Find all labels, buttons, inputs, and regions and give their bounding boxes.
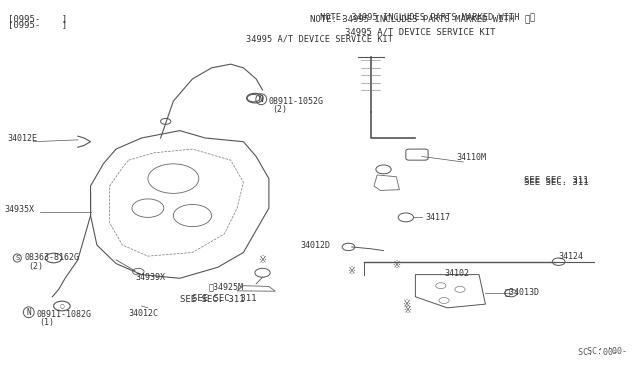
Text: 34012D: 34012D (301, 241, 331, 250)
Text: [0995-    ]: [0995- ] (8, 20, 67, 29)
Text: ○: ○ (60, 304, 64, 308)
Text: 34117: 34117 (425, 213, 450, 222)
Text: NOTE: 34995 INCLUDES PARTS MARKED WITH  ※: NOTE: 34995 INCLUDES PARTS MARKED WITH ※ (310, 14, 531, 23)
Text: SC: '00-: SC: '00- (578, 347, 618, 357)
Text: S: S (15, 255, 19, 261)
Text: 34102: 34102 (444, 269, 469, 278)
Text: SEE SEC. 311: SEE SEC. 311 (180, 295, 244, 304)
Text: (2): (2) (28, 262, 43, 270)
Text: 34012C: 34012C (129, 309, 159, 318)
Text: ※: ※ (402, 299, 410, 309)
Text: 34995 A/T DEVICE SERVICE KIT: 34995 A/T DEVICE SERVICE KIT (346, 28, 496, 37)
Text: 08911-1052G: 08911-1052G (269, 97, 324, 106)
Text: ※: ※ (348, 266, 356, 276)
Text: N: N (259, 95, 264, 104)
Text: 08911-1082G: 08911-1082G (36, 310, 92, 319)
Text: 34995 A/T DEVICE SERVICE KIT: 34995 A/T DEVICE SERVICE KIT (246, 35, 394, 44)
Text: 08363-8162G: 08363-8162G (25, 253, 80, 263)
Text: 34110M: 34110M (457, 153, 487, 162)
Text: SEE SEC. 311: SEE SEC. 311 (524, 178, 588, 187)
Text: (1): (1) (40, 318, 54, 327)
Text: ※: ※ (392, 260, 401, 270)
Text: ※34925M: ※34925M (209, 282, 243, 291)
Text: SEE SEC. 311: SEE SEC. 311 (193, 294, 257, 303)
Text: N: N (26, 308, 31, 317)
Text: SC: '00-: SC: '00- (588, 347, 627, 356)
Text: NOTE: 34995 INCLUDES PARTS MARKED WITH  ※: NOTE: 34995 INCLUDES PARTS MARKED WITH ※ (320, 13, 535, 22)
Text: ※: ※ (403, 305, 411, 315)
Text: (2): (2) (272, 105, 287, 114)
Text: 34939X: 34939X (135, 273, 165, 282)
Text: 34935X: 34935X (4, 205, 35, 215)
Text: 34124: 34124 (559, 251, 584, 261)
Text: [0995-    ]: [0995- ] (8, 14, 67, 23)
Text: ※: ※ (259, 255, 267, 265)
Text: SEE SEC. 311: SEE SEC. 311 (524, 176, 588, 185)
Text: ※34013D: ※34013D (504, 288, 540, 297)
Text: 34012E: 34012E (8, 134, 38, 142)
